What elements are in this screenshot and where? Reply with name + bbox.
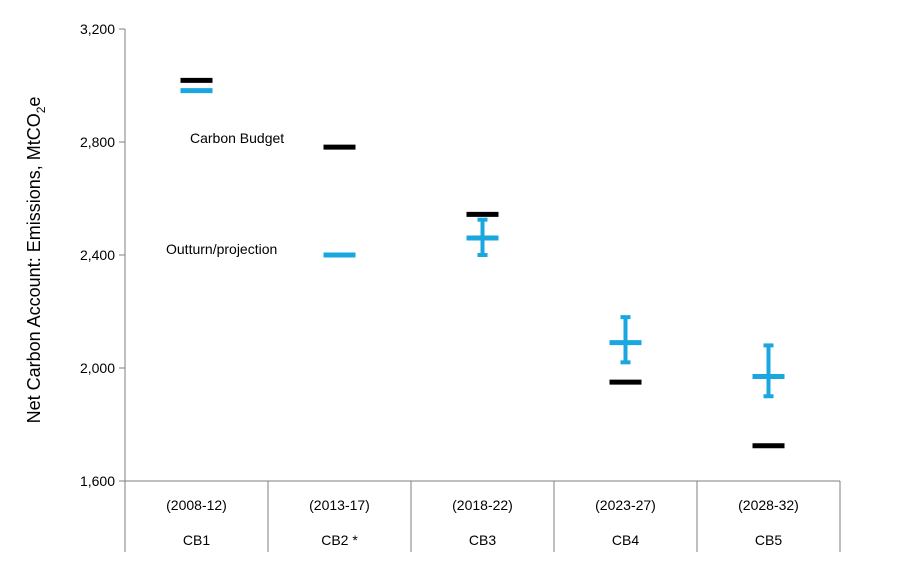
x-tick-label-period: (2008-12) bbox=[166, 497, 227, 513]
y-tick-label: 2,800 bbox=[80, 134, 115, 150]
chart-marks bbox=[180, 77, 785, 449]
x-tick-label-budget: CB5 bbox=[755, 532, 782, 548]
x-tick-label-budget: CB3 bbox=[469, 532, 496, 548]
y-tick-label: 3,200 bbox=[80, 21, 115, 37]
x-tick-label-budget: CB1 bbox=[183, 532, 210, 548]
y-tick-label: 1,600 bbox=[80, 473, 115, 489]
y-tick-label: 2,400 bbox=[80, 247, 115, 263]
svg-text:Net Carbon Account: Emissions,: Net Carbon Account: Emissions, MtCO2e bbox=[24, 97, 48, 424]
x-tick-label-budget: CB2 * bbox=[321, 532, 358, 548]
annotation-carbon-budget: Carbon Budget bbox=[190, 130, 284, 146]
y-tick-label: 2,000 bbox=[80, 360, 115, 376]
x-tick-label-period: (2013-17) bbox=[309, 497, 370, 513]
chart-axes: 1,600 2,000 2,400 2,800 3,200 (2008-12) CB1 (20… bbox=[80, 21, 841, 552]
x-tick-label-period: (2018-22) bbox=[452, 497, 513, 513]
y-axis-title-subscript: 2 bbox=[34, 106, 48, 113]
y-axis-title: Net Carbon Account: Emissions, MtCO2e bbox=[24, 97, 48, 424]
y-axis-title-main: Net Carbon Account: Emissions, MtCO bbox=[24, 113, 44, 423]
x-tick-label-budget: CB4 bbox=[612, 532, 639, 548]
annotation-outturn-projection: Outturn/projection bbox=[166, 241, 277, 257]
x-tick-label-period: (2028-32) bbox=[738, 497, 799, 513]
y-axis-title-tail: e bbox=[24, 97, 44, 107]
x-tick-label-period: (2023-27) bbox=[595, 497, 656, 513]
